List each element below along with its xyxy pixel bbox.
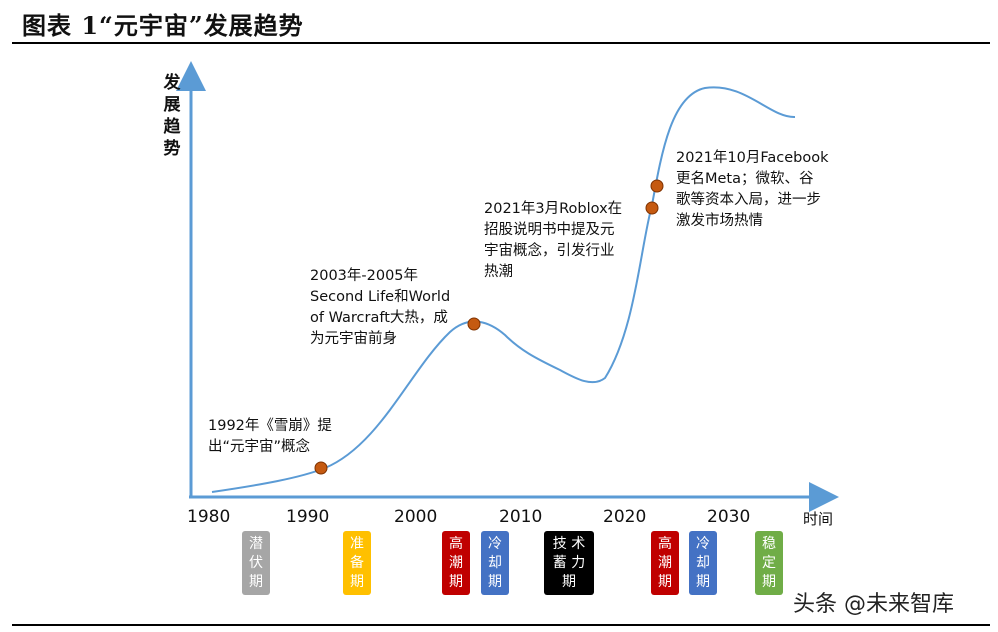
annotation-1992: 1992年《雪崩》提 出“元宇宙”概念 (208, 418, 332, 455)
milestone-1992-marker (314, 461, 328, 475)
annotation-2021-march: 2021年3月Roblox在 招股说明书中提及元 宇宙概念，引发行业 热潮 (484, 201, 623, 280)
phase-cooldown-2: 冷 却 期 (689, 531, 717, 595)
phase-cooldown-1: 冷 却 期 (481, 531, 509, 595)
phase-preparation: 准 备 期 (343, 531, 371, 595)
x-tick-2000: 2000 (394, 507, 438, 527)
x-tick-2030: 2030 (707, 507, 751, 527)
x-tick-1980: 1980 (187, 507, 231, 527)
annotation-2003-2005: 2003年-2005年 Second Life和World of Warcraf… (310, 268, 451, 347)
annotation-2021-october: 2021年10月Facebook 更名Meta；微软、谷 歌等资本入局，进一步 … (676, 150, 829, 229)
phase-dormant: 潜 伏 期 (242, 531, 270, 595)
phase-tech-accumulation: 技 术 蓄 力 期 (544, 531, 594, 595)
top-rule (12, 42, 990, 44)
milestone-2021-10-marker (650, 179, 664, 193)
y-axis-label: 发展趋势 (163, 73, 181, 159)
milestone-2021-03-marker (645, 201, 659, 215)
x-axis-unit: 时间 (803, 510, 834, 528)
phase-climax-2: 高 潮 期 (651, 531, 679, 595)
x-tick-2010: 2010 (499, 507, 543, 527)
phase-climax-1: 高 潮 期 (442, 531, 470, 595)
trend-curve (211, 86, 796, 493)
figure-title: 图表 1“元宇宙”发展趋势 (22, 11, 304, 40)
watermark: 头条 @未来智库 (793, 592, 954, 617)
phase-stable: 稳 定 期 (755, 531, 783, 595)
x-tick-2020: 2020 (603, 507, 647, 527)
x-tick-1990: 1990 (286, 507, 330, 527)
milestone-2003-marker (467, 317, 481, 331)
bottom-rule (12, 624, 990, 626)
